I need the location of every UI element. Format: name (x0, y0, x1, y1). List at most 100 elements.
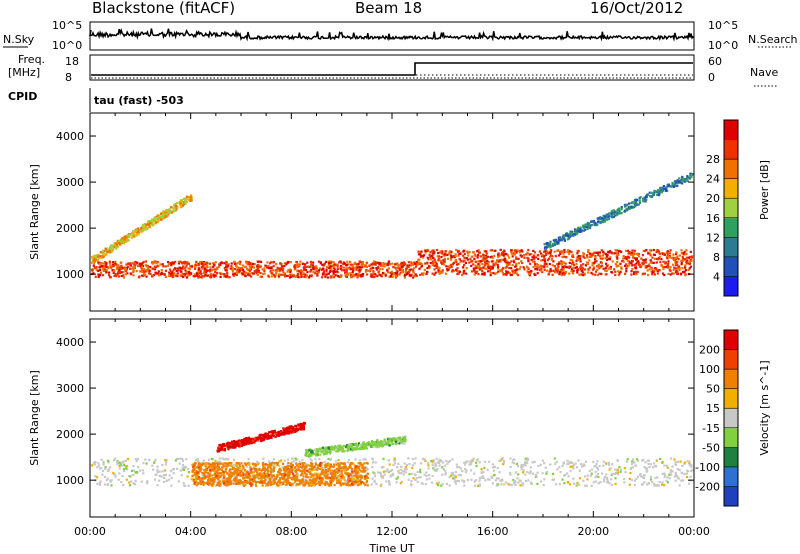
range-cell (611, 216, 614, 219)
range-cell (167, 478, 171, 481)
range-cell (438, 461, 441, 465)
range-cell (320, 268, 323, 271)
range-cell (551, 472, 555, 476)
range-cell (219, 484, 223, 487)
range-cell (378, 261, 381, 264)
range-cell (443, 254, 446, 257)
range-cell (386, 269, 389, 272)
range-cell (91, 464, 94, 467)
range-cell (546, 245, 549, 248)
range-cell (520, 464, 523, 467)
range-cell (568, 237, 571, 240)
range-cell (439, 270, 442, 273)
range-cell (463, 484, 466, 487)
range-cell (251, 474, 254, 477)
range-cell (499, 248, 502, 251)
range-cell (289, 270, 292, 273)
range-cell (212, 482, 215, 486)
range-cell (230, 262, 233, 265)
range-cell (575, 228, 578, 231)
range-cell (526, 471, 529, 474)
range-cell (494, 479, 497, 482)
range-cell (350, 263, 354, 266)
range-cell (566, 459, 569, 462)
range-cell (449, 251, 452, 254)
range-cell (264, 478, 267, 481)
range-cell (445, 482, 448, 485)
range-cell (581, 271, 584, 274)
range-cell (678, 484, 681, 487)
range-cell (580, 264, 583, 267)
range-cell (358, 478, 361, 481)
range-cell (246, 474, 249, 477)
range-cell (660, 191, 663, 194)
range-cell (253, 478, 256, 481)
range-cell (320, 468, 323, 472)
range-cell (121, 237, 124, 240)
range-cell (688, 482, 691, 485)
range-cell (663, 476, 666, 479)
range-cell (283, 264, 286, 268)
range-cell (454, 253, 457, 256)
range-cell (574, 230, 578, 233)
range-cell (496, 466, 499, 470)
range-cell (352, 275, 355, 278)
range-cell (302, 269, 306, 272)
range-cell (607, 251, 610, 254)
range-cell (237, 266, 240, 269)
range-cell (617, 249, 621, 252)
range-cell (531, 461, 534, 464)
range-cell (175, 269, 178, 272)
range-cell (337, 481, 340, 484)
range-cell (658, 189, 662, 192)
range-cell (102, 251, 105, 254)
range-cell (92, 272, 95, 275)
range-cell (282, 267, 285, 270)
range-cell (503, 253, 506, 256)
range-cell (606, 218, 609, 221)
range-cell (224, 269, 227, 272)
power-panel-frame (89, 112, 695, 312)
nsearch-label: N.Search (748, 33, 798, 46)
range-cell (605, 213, 608, 216)
range-cell (165, 211, 168, 214)
range-cell (209, 266, 212, 269)
range-cell (686, 460, 689, 463)
range-cell (616, 260, 619, 263)
range-cell (153, 265, 156, 268)
range-cell (526, 457, 529, 460)
range-cell (509, 471, 512, 474)
range-cell (205, 274, 209, 277)
range-cell (649, 261, 652, 264)
range-cell (669, 256, 672, 259)
range-cell (637, 475, 640, 478)
range-cell (252, 263, 255, 266)
range-cell (331, 274, 334, 277)
range-cell (202, 459, 205, 462)
range-cell (120, 464, 123, 467)
range-cell (152, 220, 156, 223)
range-cell (624, 272, 627, 275)
range-cell (475, 464, 478, 468)
range-cell (632, 253, 635, 256)
range-cell (605, 273, 608, 276)
range-cell (169, 274, 172, 277)
range-cell (194, 473, 197, 477)
range-cell (214, 268, 217, 271)
range-cell (345, 480, 348, 483)
range-cell (348, 479, 351, 482)
range-cell (275, 477, 278, 481)
range-cell (594, 270, 598, 273)
range-cell (216, 467, 219, 471)
range-cell (326, 276, 329, 279)
range-cell (690, 463, 693, 466)
range-cell (308, 478, 312, 482)
range-cell (411, 467, 414, 470)
range-cell (287, 462, 290, 465)
range-cell (505, 481, 508, 484)
range-cell (412, 263, 415, 267)
range-cell (352, 267, 355, 270)
range-cell (630, 262, 633, 265)
range-cell (275, 461, 278, 464)
range-cell (681, 257, 685, 260)
